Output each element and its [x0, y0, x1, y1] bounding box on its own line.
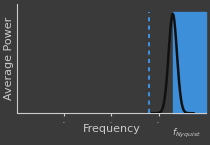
Bar [173, 12, 206, 113]
X-axis label: Frequency: Frequency [83, 124, 140, 134]
Y-axis label: Average Power: Average Power [4, 17, 14, 100]
Text: $f_{Nyquist}$: $f_{Nyquist}$ [172, 127, 202, 141]
